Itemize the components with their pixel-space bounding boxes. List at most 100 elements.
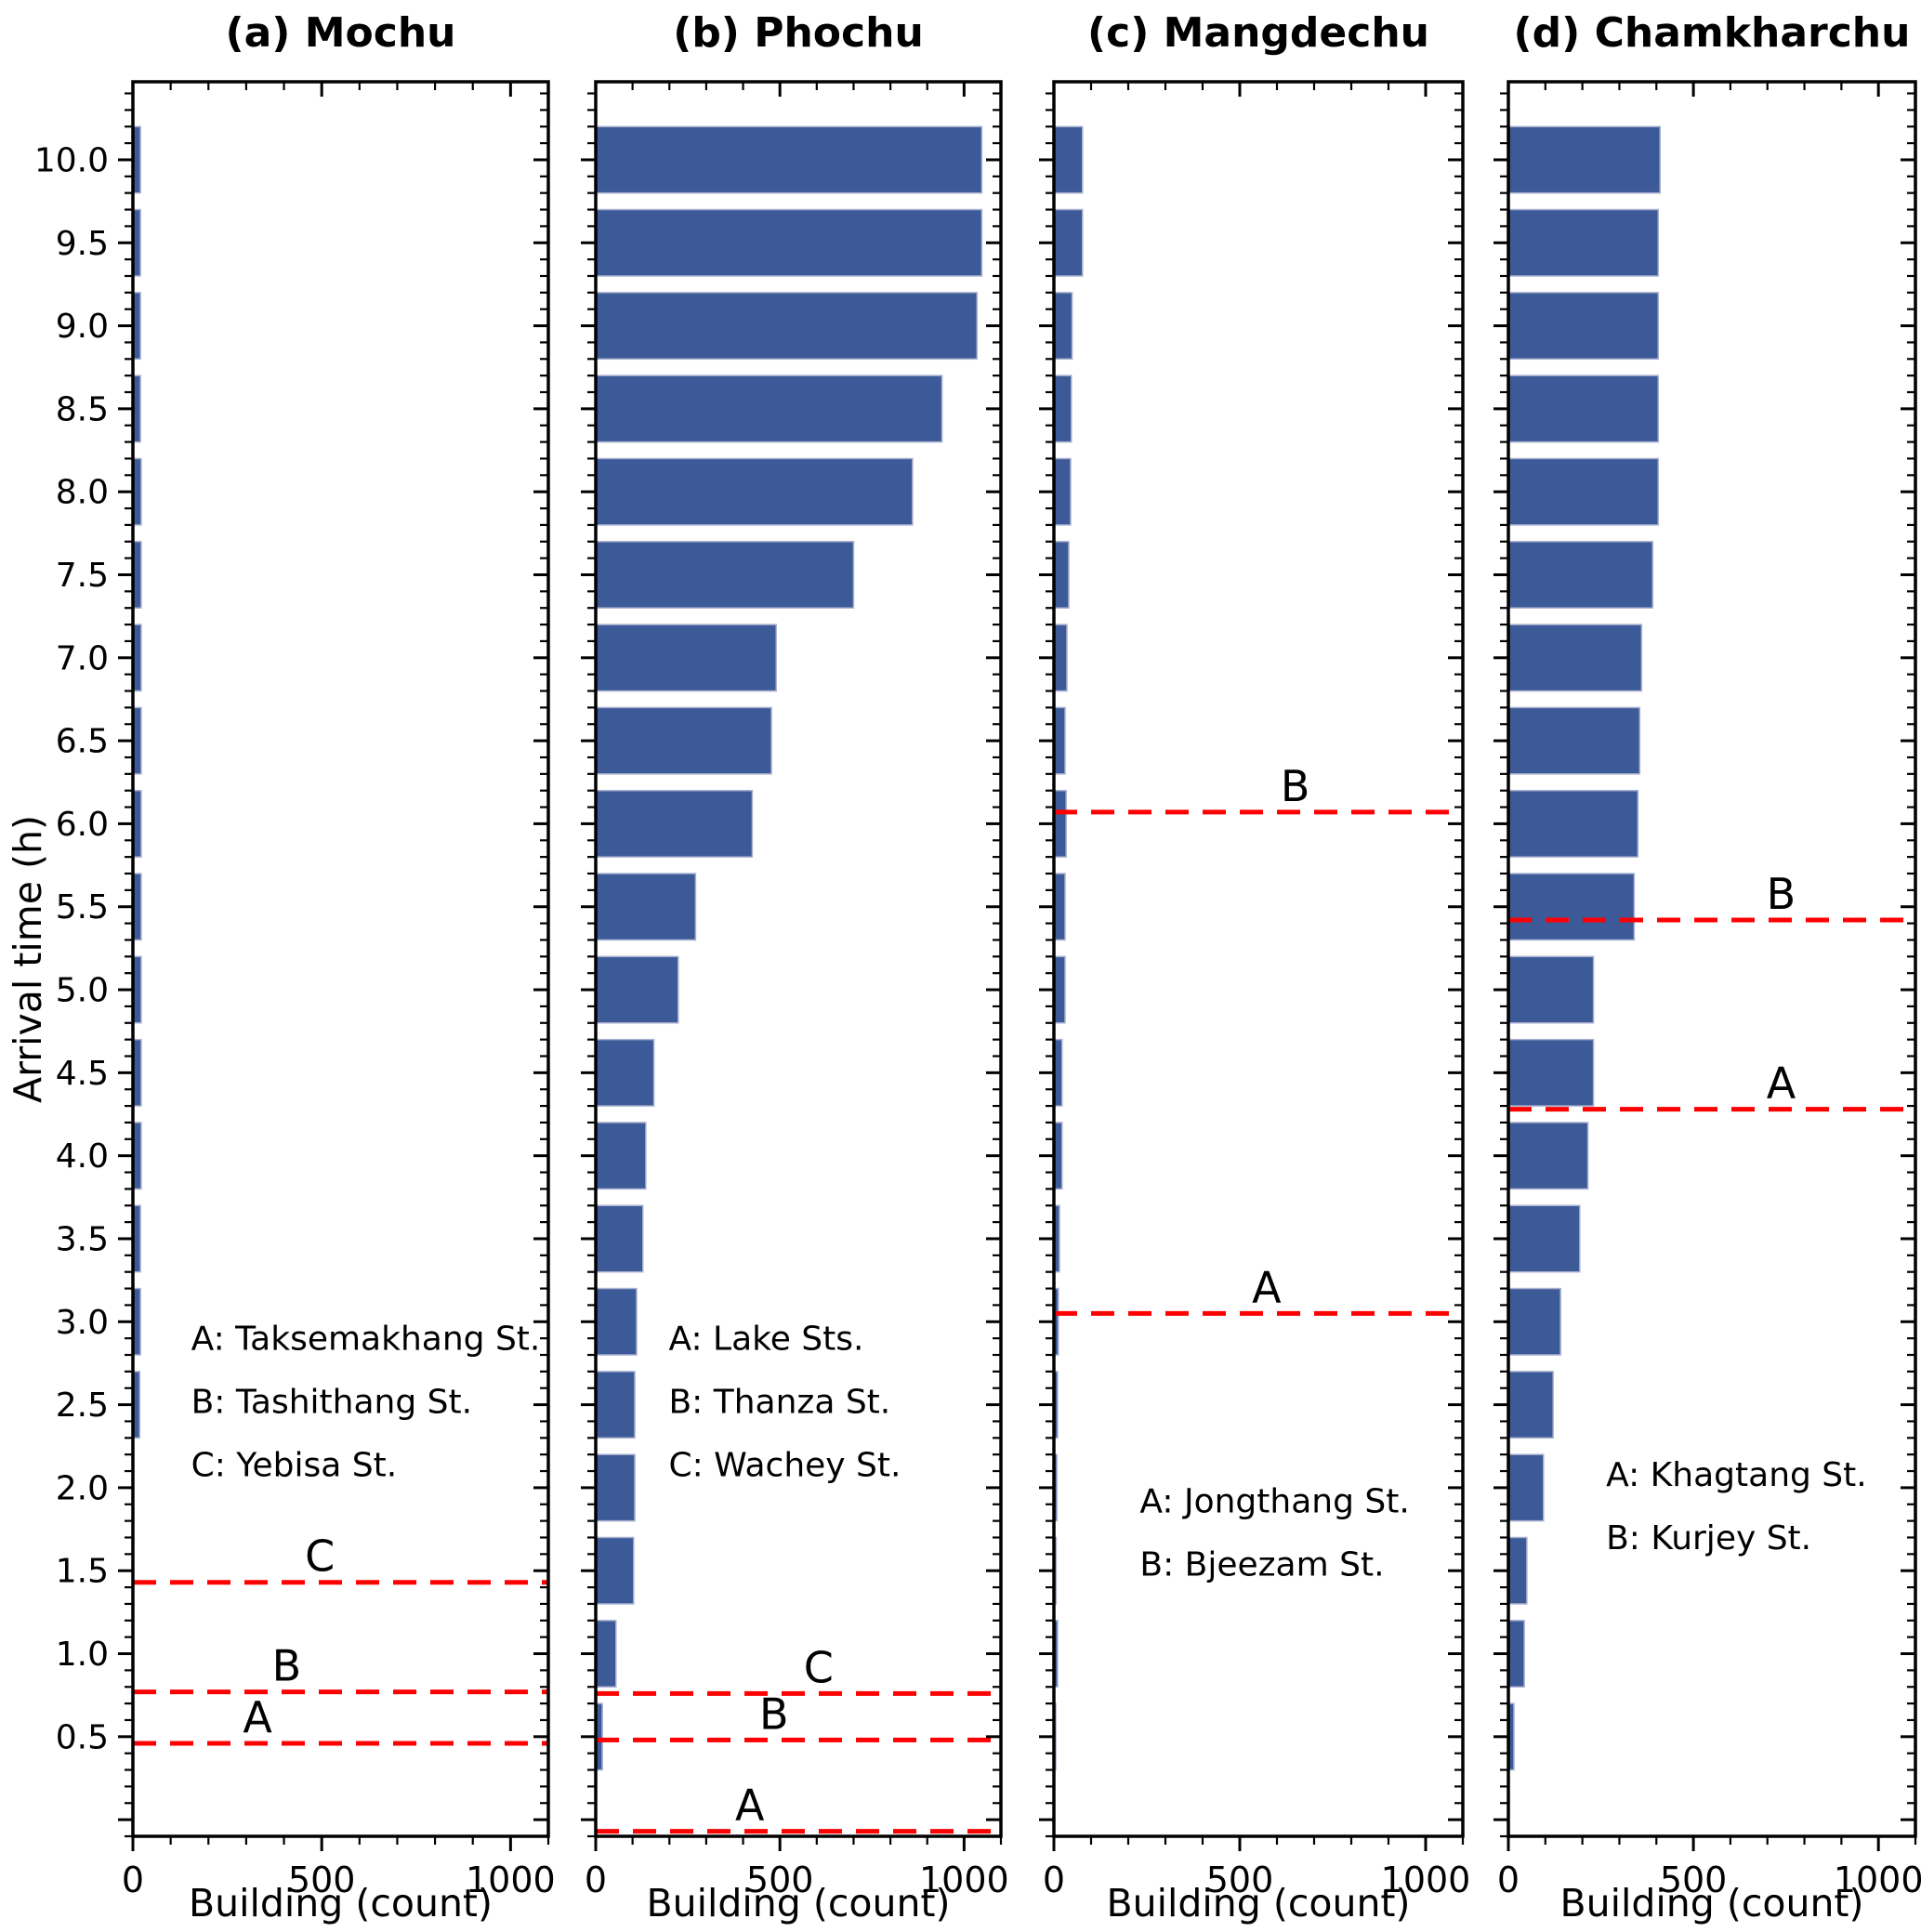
y-tick-label: 5.0 [56,972,109,1010]
panel-c: ABA: Jongthang St.B: Bjeezam St.0 500 1000… [1039,9,1470,1925]
x-tick-label: 500 [1206,1860,1274,1900]
y-tick-label: 6.5 [56,723,109,761]
bar [1053,541,1070,609]
x-ticks [1052,82,1465,1851]
x-tick-label: 0 [1043,1860,1065,1900]
y-tick-label: 1.0 [56,1636,109,1674]
bar [595,624,777,692]
bar [1507,706,1641,775]
bar [1053,624,1068,692]
x-axis-label: Building (count) [646,1881,950,1925]
y-tick-label: 3.5 [56,1220,109,1258]
reference-lines: ABC [133,1531,548,1746]
bar [1507,1453,1545,1522]
x-ticks [594,82,1003,1851]
panel-b: ABC A: Lake Sts. B: Thanza St. C: Wachey St… [581,9,1009,1925]
bar [1507,1287,1561,1356]
bars [595,125,983,1771]
axes-frame [131,80,550,1838]
bar [1507,208,1660,277]
bar [595,1371,636,1439]
bar [1507,1536,1528,1605]
bar [1053,789,1067,858]
ref-label-B: B [1767,869,1796,919]
bar [1507,1620,1525,1688]
bar [1507,955,1595,1024]
y-tick-label: 4.5 [56,1055,109,1093]
y-tick-label: 10.0 [34,141,109,179]
street-key-line: A: Lake Sts. [668,1321,863,1359]
street-key-line: B: Bjeezam St. [1139,1546,1384,1584]
ref-label-C: C [804,1642,834,1692]
bar [595,375,943,443]
y-tick-label: 0.5 [56,1718,109,1756]
bar [595,457,914,526]
street-key: A: Taksemakhang St. B: Tashithang St. C: Y… [191,1321,541,1485]
x-tick-label: 0 [1497,1860,1520,1900]
x-ticks [131,82,550,1851]
y-tick-label: 9.0 [56,308,109,346]
street-key-line: C: Wachey St. [668,1446,901,1484]
bar [1507,292,1660,361]
panel-title: (b) Phochu [673,9,924,57]
bar [595,955,679,1024]
street-key-line: B: Kurjey St. [1606,1519,1811,1557]
y-tick-label: 4.0 [56,1137,109,1176]
street-key: A: Lake Sts. B: Thanza St. C: Wachey St. [668,1321,901,1485]
bar [1053,292,1073,361]
reference-lines: ABC [596,1642,1001,1834]
bar [1053,955,1066,1024]
x-tick-label: 0 [122,1860,144,1900]
x-tick-label: 500 [746,1860,814,1900]
panel-d: ABA: Khagtang St.B: Kurjey St.0 500 1000(d… [1493,9,1921,1925]
bars [1507,125,1662,1771]
bar [1507,1204,1581,1273]
y-ticks [1039,92,1463,1838]
y-ticks [118,92,548,1838]
street-key-line: C: Yebisa St. [191,1446,398,1484]
panel-a: AB C A: Taksemakhang St. B: Tashithang St. C… [34,9,556,1925]
y-ticks [1493,92,1915,1838]
panel-title: (a) Mochu [226,9,456,57]
ref-label-B: B [759,1689,789,1739]
bar [595,292,978,361]
ref-label-B: B [1281,761,1310,811]
x-tick-label: 1000 [1834,1860,1921,1900]
bar [595,1620,617,1688]
ref-label-B: B [272,1641,302,1691]
ref-label-C: C [305,1531,335,1582]
bar [595,541,855,609]
bar [595,1536,635,1605]
bar [595,1453,636,1522]
x-axis-label: Building (count) [1106,1881,1410,1925]
y-tick-label: 7.5 [56,557,109,595]
y-tick-label: 5.5 [56,888,109,927]
axes-frame [594,80,1003,1838]
axes-frame [1507,80,1917,1838]
bar [1507,125,1662,194]
bar [1053,208,1084,277]
bar [1507,1371,1554,1439]
axes-frame [1052,80,1465,1838]
x-tick-label: 1000 [1381,1860,1471,1900]
y-axis-label: Arrival time (h) [6,815,50,1103]
x-tick-label: 1000 [919,1860,1009,1900]
x-axis-label: Building (count) [189,1881,493,1925]
street-key: A: Jongthang St. B: Bjeezam St. [1139,1483,1409,1584]
street-key-line: B: Tashithang St. [191,1384,472,1422]
reference-lines: AB [1508,869,1915,1112]
bar [595,208,983,277]
bar [1507,1122,1589,1190]
ref-label-A: A [735,1781,765,1831]
bar [595,1122,647,1190]
x-tick-label: 500 [288,1860,356,1900]
bar [1507,541,1654,609]
x-tick-label: 0 [585,1860,607,1900]
street-key-line: A: Jongthang St. [1139,1483,1409,1521]
y-tick-label: 2.5 [56,1387,109,1425]
bar [1507,789,1639,858]
x-ticks [1507,82,1917,1851]
y-tick-label: 1.5 [56,1553,109,1591]
